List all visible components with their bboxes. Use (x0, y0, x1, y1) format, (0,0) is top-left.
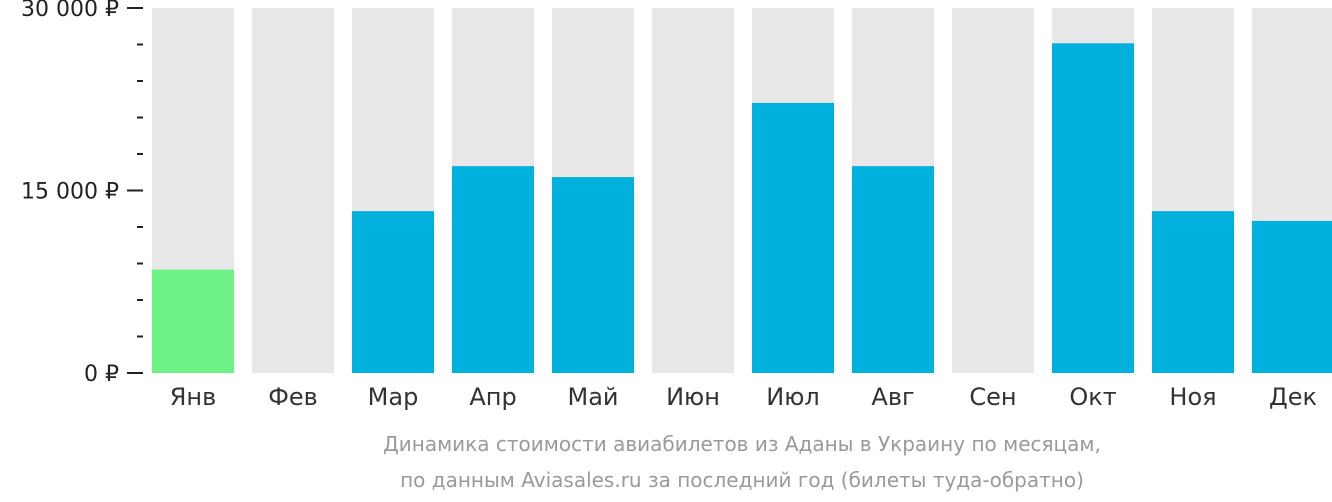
bar-4 (452, 166, 534, 373)
bar-5 (552, 177, 634, 373)
y-tick-label-3: 30 000 ₽ (21, 0, 119, 22)
x-tick-label-5: Май (567, 383, 618, 411)
x-axis-labels: Янв Фев Мар Апр Май Июн Июл Авг Сен Окт Ноя Дек (170, 383, 1317, 411)
x-tick-label-6: Июн (666, 383, 720, 411)
price-bar-chart: 0 ₽ 15 000 ₽ 30 000 ₽ Янв Фев Мар Апр Май Июн Ию… (21, 0, 1332, 411)
x-tick-label-12: Дек (1269, 383, 1317, 411)
x-tick-label-1: Янв (170, 383, 217, 411)
x-tick-label-10: Окт (1069, 383, 1116, 411)
bar-1 (152, 269, 234, 373)
y-tick-label-2: 15 000 ₽ (21, 180, 119, 205)
x-tick-label-3: Мар (368, 383, 419, 411)
bar-11 (1152, 211, 1234, 373)
chart-caption-line-1: Динамика стоимости авиабилетов из Аданы … (383, 432, 1101, 456)
x-tick-label-9: Сен (969, 383, 1016, 411)
x-tick-label-7: Июл (766, 383, 820, 411)
bar-3 (352, 211, 434, 373)
bar-7 (752, 102, 834, 374)
x-tick-label-2: Фев (268, 383, 318, 411)
y-tick-label-1: 0 ₽ (84, 362, 119, 387)
y-axis: 0 ₽ 15 000 ₽ 30 000 ₽ (21, 0, 143, 387)
bars-group (152, 8, 1332, 374)
bar-background-9 (952, 8, 1034, 373)
bar-background-6 (652, 8, 734, 373)
chart-caption-line-2: по данным Aviasales.ru за последний год … (400, 468, 1084, 492)
x-tick-label-11: Ноя (1169, 383, 1216, 411)
bar-background-2 (252, 8, 334, 373)
bar-8 (852, 166, 934, 373)
x-tick-label-8: Авг (871, 383, 914, 411)
bar-12 (1252, 220, 1332, 373)
x-tick-label-4: Апр (469, 383, 516, 411)
bar-10 (1052, 43, 1134, 374)
